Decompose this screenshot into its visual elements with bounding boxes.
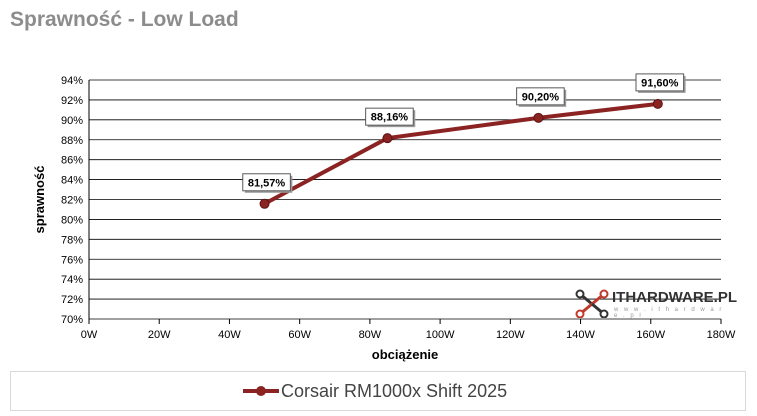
- y-tick-label: 88%: [61, 135, 83, 147]
- data-label: 88,16%: [371, 112, 409, 124]
- y-tick-label: 74%: [61, 274, 83, 286]
- chart-title: Sprawność - Low Load: [10, 8, 239, 31]
- y-tick-label: 72%: [61, 294, 83, 306]
- data-label-box: [242, 173, 291, 192]
- legend-swatch: [243, 384, 279, 398]
- legend-label: Corsair RM1000x Shift 2025: [281, 380, 508, 401]
- x-tick-label: 140W: [566, 329, 595, 341]
- x-tick-label: 100W: [426, 329, 455, 341]
- logo-subtext: w w w . i t h a r d w a r e . p l: [614, 307, 724, 319]
- data-label: 91,60%: [641, 77, 679, 89]
- x-tick-label: 60W: [288, 329, 311, 341]
- x-tick-label: 40W: [218, 329, 241, 341]
- data-label-box: [516, 87, 565, 106]
- chart-plot: 70% 72% 74% 76% 78% 80% 82% 84% 86% 88% 90% 92% 94% 0…: [32, 73, 736, 362]
- y-tick-label: 78%: [61, 234, 83, 246]
- data-point: [652, 98, 663, 109]
- y-tick-label: 80%: [61, 214, 83, 226]
- y-tick-label: 70%: [61, 314, 83, 326]
- data-label-box: [365, 107, 414, 126]
- y-tick-label: 76%: [61, 254, 83, 266]
- data-point: [382, 133, 393, 144]
- x-tick-label: 0W: [81, 329, 98, 341]
- data-point: [533, 112, 544, 123]
- x-tick-label: 120W: [496, 329, 525, 341]
- y-tick-label: 86%: [61, 155, 83, 167]
- chart-legend: Corsair RM1000x Shift 2025: [10, 371, 746, 411]
- network-logo-icon: [575, 289, 609, 319]
- y-tick-label: 90%: [61, 115, 83, 127]
- data-point: [259, 198, 270, 209]
- data-label: 81,57%: [248, 177, 286, 189]
- series-line: [262, 101, 660, 206]
- x-tick-label: 160W: [636, 329, 665, 341]
- x-tick-label: 180W: [707, 329, 736, 341]
- data-label: 90,20%: [522, 91, 560, 103]
- y-tick-label: 82%: [61, 195, 83, 207]
- y-tick-label: 94%: [61, 75, 83, 87]
- site-logo: ITHARDWARE.PL w w w . i t h a r d w a r …: [574, 288, 737, 319]
- legend-entry: Corsair RM1000x Shift 2025: [243, 379, 507, 403]
- x-tick-label: 20W: [148, 329, 171, 341]
- y-tick-label: 84%: [61, 175, 83, 187]
- data-label-box: [635, 73, 685, 92]
- x-tick-label: 80W: [359, 329, 382, 341]
- y-tick-label: 92%: [61, 95, 83, 107]
- logo-text: ITHARDWARE.PL: [612, 289, 737, 306]
- y-axis-title: sprawność: [32, 166, 47, 234]
- x-axis-title: obciążenie: [372, 347, 438, 362]
